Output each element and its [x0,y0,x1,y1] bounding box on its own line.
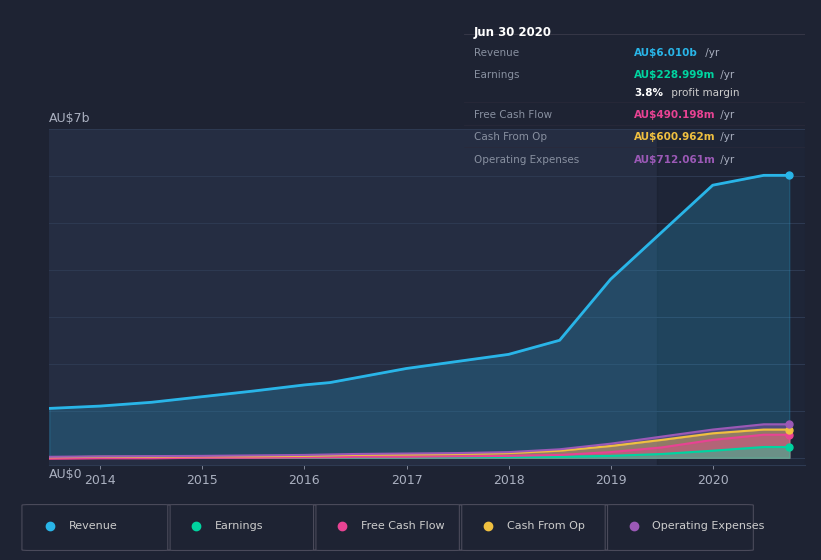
Text: AU$490.198m: AU$490.198m [635,110,716,120]
Text: AU$7b: AU$7b [49,113,91,125]
Text: Jun 30 2020: Jun 30 2020 [474,26,552,39]
Bar [657,129,805,465]
Text: 3.8%: 3.8% [635,87,663,97]
Text: Revenue: Revenue [69,521,118,531]
Text: AU$600.962m: AU$600.962m [635,132,716,142]
Text: AU$228.999m: AU$228.999m [635,70,716,80]
Text: Earnings: Earnings [474,70,520,80]
Text: AU$0: AU$0 [49,468,83,481]
Text: Earnings: Earnings [215,521,264,531]
Text: Cash From Op: Cash From Op [507,521,585,531]
Text: /yr: /yr [717,155,734,165]
Text: AU$712.061m: AU$712.061m [635,155,716,165]
Text: /yr: /yr [717,70,734,80]
Text: Revenue: Revenue [474,48,519,58]
Text: Operating Expenses: Operating Expenses [474,155,580,165]
Text: /yr: /yr [702,48,719,58]
Text: profit margin: profit margin [668,87,740,97]
Text: Free Cash Flow: Free Cash Flow [361,521,444,531]
Text: AU$6.010b: AU$6.010b [635,48,698,58]
Text: /yr: /yr [717,110,734,120]
Text: Cash From Op: Cash From Op [474,132,547,142]
Text: Operating Expenses: Operating Expenses [653,521,765,531]
Text: /yr: /yr [717,132,734,142]
Text: Free Cash Flow: Free Cash Flow [474,110,553,120]
